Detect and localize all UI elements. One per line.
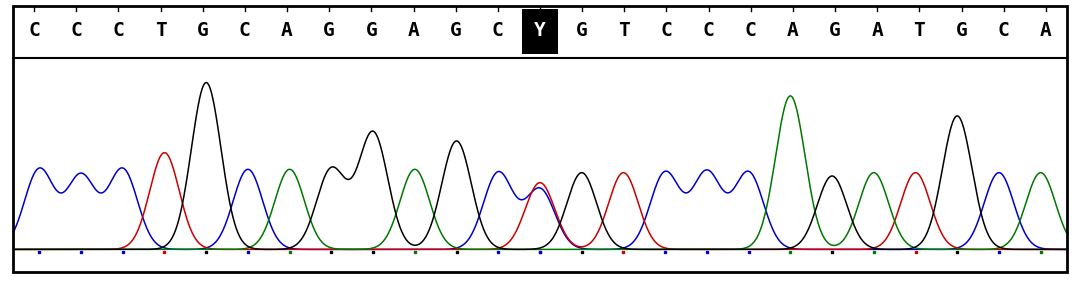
Text: C: C [661, 21, 673, 40]
Text: T: T [914, 21, 926, 40]
Text: G: G [577, 21, 588, 40]
Text: C: C [70, 21, 82, 40]
Text: C: C [703, 21, 715, 40]
Text: G: G [956, 21, 968, 40]
Text: A: A [787, 21, 799, 40]
Text: G: G [323, 21, 335, 40]
Text: C: C [492, 21, 503, 40]
Text: A: A [1040, 21, 1052, 40]
Text: A: A [281, 21, 293, 40]
Text: A: A [407, 21, 419, 40]
Text: T: T [619, 21, 631, 40]
Bar [523, 9, 557, 54]
Text: G: G [449, 21, 461, 40]
Text: C: C [28, 21, 40, 40]
Text: A: A [872, 21, 883, 40]
Text: C: C [239, 21, 251, 40]
Text: C: C [998, 21, 1010, 40]
Text: C: C [745, 21, 757, 40]
Text: G: G [829, 21, 841, 40]
Text: T: T [154, 21, 166, 40]
Text: G: G [365, 21, 377, 40]
Text: G: G [197, 21, 208, 40]
Text: C: C [112, 21, 124, 40]
Text: Y: Y [535, 21, 545, 40]
